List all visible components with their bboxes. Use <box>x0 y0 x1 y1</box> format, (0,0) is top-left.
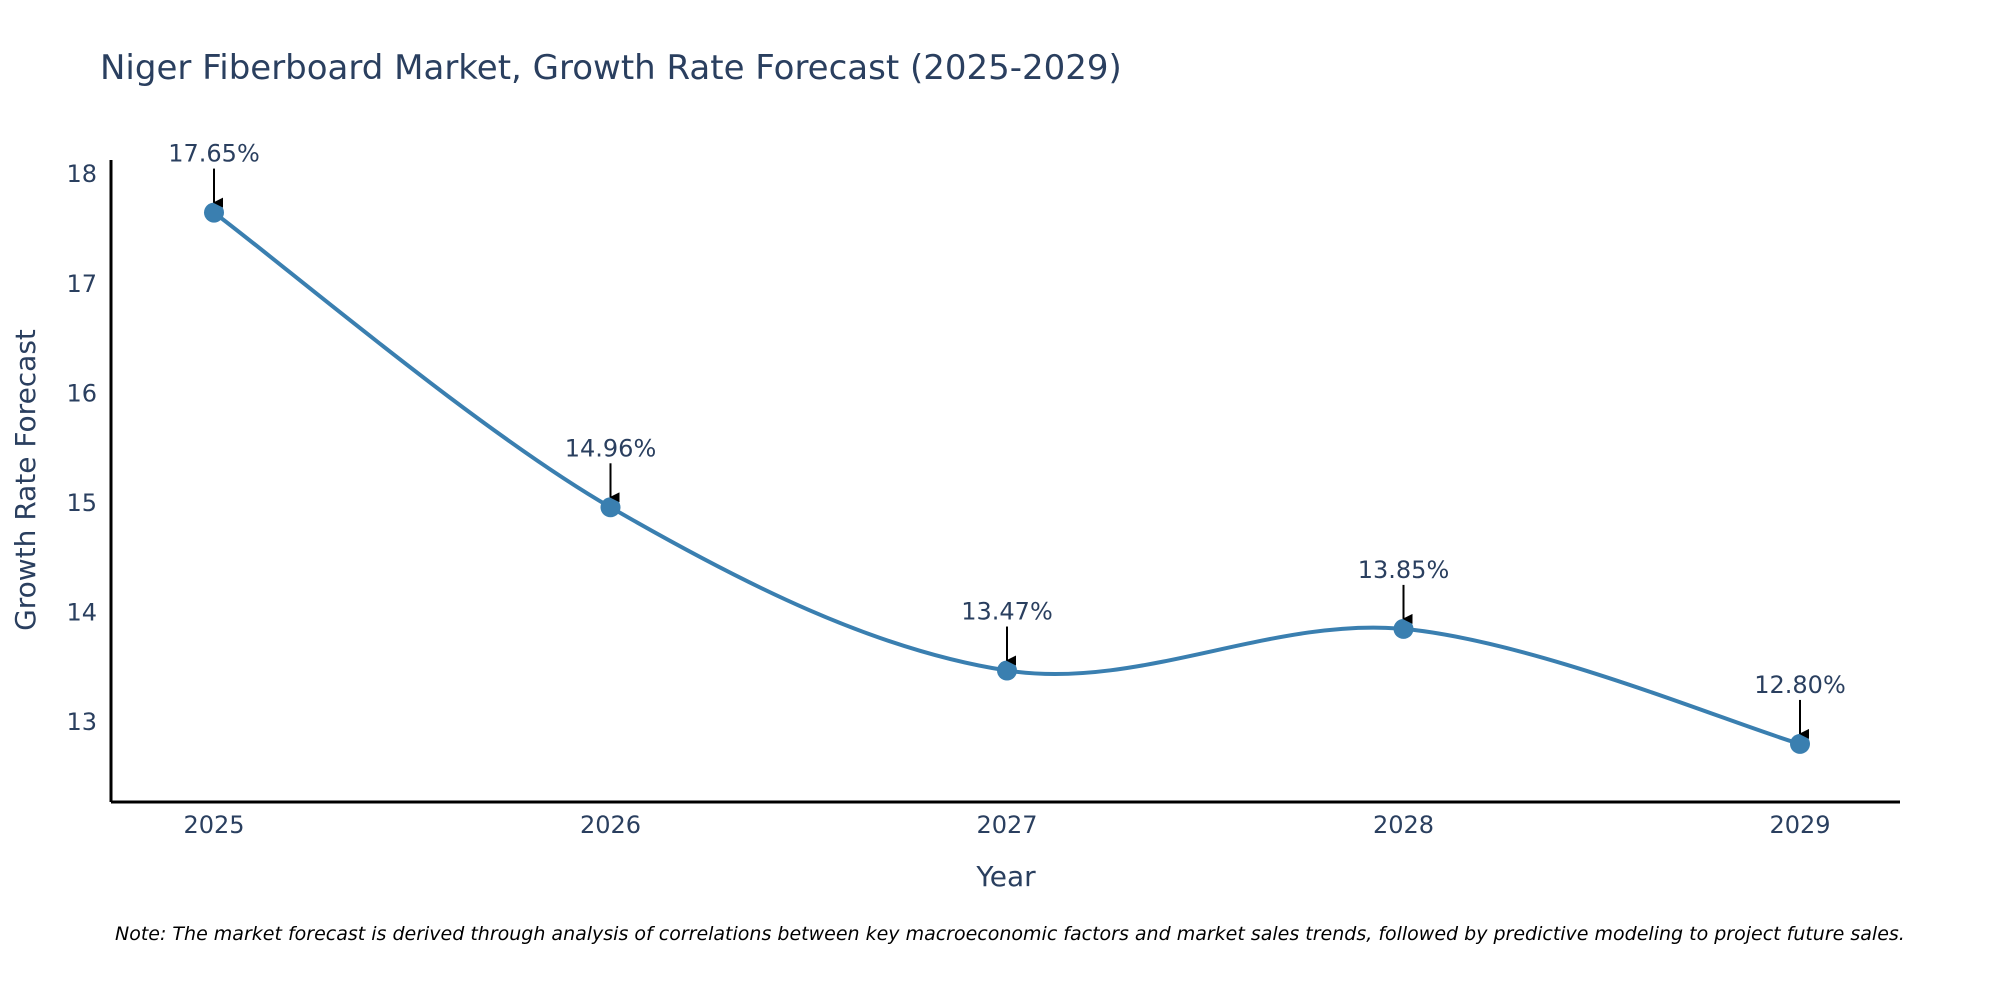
x-tick-label: 2027 <box>976 811 1037 839</box>
y-tick-label: 15 <box>66 489 97 517</box>
x-axis-ticks: 2025 2026 2027 2028 2029 <box>183 811 1830 839</box>
annotation-label: 12.80% <box>1754 671 1846 699</box>
x-tick-label: 2026 <box>580 811 641 839</box>
y-tick-label: 13 <box>66 708 97 736</box>
y-tick-label: 17 <box>66 270 97 298</box>
y-axis-title: Growth Rate Forecast <box>9 329 42 631</box>
data-annotations: 17.65% 14.96% 13.47% 13.85% 12.80% <box>168 140 1846 739</box>
data-point-2027 <box>997 660 1017 681</box>
data-points <box>204 202 1810 754</box>
y-axis-ticks: 13 14 15 16 17 18 <box>66 160 97 736</box>
annotation-label: 14.96% <box>565 434 657 462</box>
x-axis-title: Year <box>975 860 1036 893</box>
x-tick-label: 2029 <box>1769 811 1830 839</box>
x-tick-label: 2028 <box>1373 811 1434 839</box>
chart-title: Niger Fiberboard Market, Growth Rate For… <box>100 48 1122 88</box>
data-point-2026 <box>600 497 621 518</box>
annotation-label: 13.47% <box>961 598 1053 626</box>
x-tick-label: 2025 <box>183 811 244 839</box>
data-point-2029 <box>1790 733 1810 754</box>
footnote: Note: The market forecast is derived thr… <box>115 923 1905 945</box>
data-point-2028 <box>1393 618 1414 639</box>
y-tick-label: 18 <box>66 160 97 188</box>
annotation-label: 17.65% <box>168 140 260 168</box>
y-tick-label: 16 <box>66 379 97 407</box>
data-point-2025 <box>204 202 224 223</box>
y-tick-label: 14 <box>66 598 97 626</box>
annotation-label: 13.85% <box>1358 556 1450 584</box>
